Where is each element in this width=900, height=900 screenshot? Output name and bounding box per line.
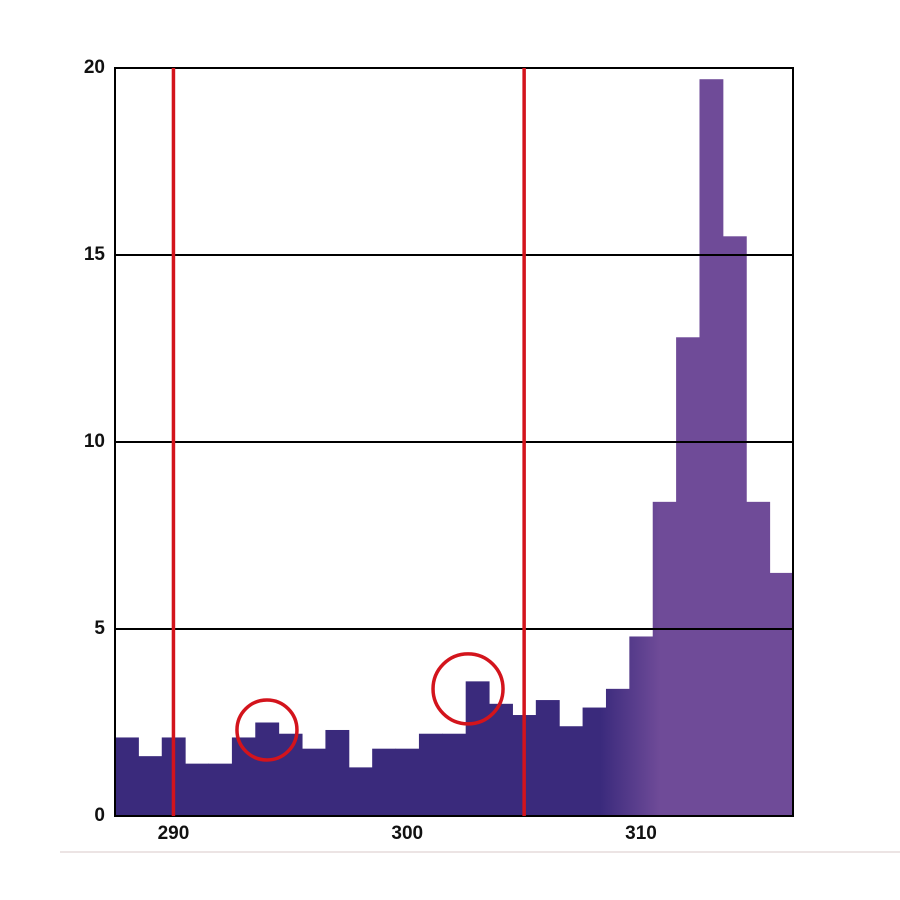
bar [489, 703, 513, 816]
bar [115, 737, 139, 816]
x-tick-label: 310 [625, 823, 657, 844]
bar [231, 737, 256, 816]
bar [605, 688, 630, 816]
bar [769, 572, 794, 816]
bar [302, 748, 326, 816]
bar [535, 700, 560, 816]
y-tick-label: 0 [94, 805, 105, 826]
x-tick-label: 290 [158, 823, 190, 844]
bar [395, 748, 420, 816]
bar [652, 501, 677, 816]
bar [582, 707, 607, 816]
bar [629, 636, 654, 816]
y-tick-label: 20 [84, 57, 105, 78]
bar [746, 501, 771, 816]
bar [208, 763, 233, 816]
y-tick-label: 5 [94, 618, 105, 639]
highlight-circle [235, 698, 299, 762]
bar [372, 748, 397, 816]
y-tick-label: 15 [84, 244, 106, 265]
bar [255, 722, 280, 816]
bar [465, 681, 490, 816]
bar [325, 729, 350, 816]
bar [559, 726, 584, 816]
bar [699, 79, 724, 817]
bar [722, 236, 747, 817]
highlight-circle [431, 652, 505, 726]
bar [185, 763, 210, 816]
x-tick-label: 300 [391, 823, 423, 844]
y-tick-label: 10 [84, 431, 105, 452]
plot-frame [114, 67, 794, 817]
bar [418, 733, 443, 816]
bar [348, 767, 373, 816]
bar [676, 337, 700, 816]
bar [138, 756, 163, 816]
bar [442, 733, 467, 816]
